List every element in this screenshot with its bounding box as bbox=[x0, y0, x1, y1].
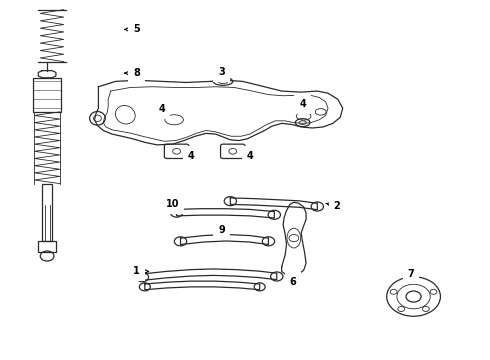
Text: 4: 4 bbox=[299, 99, 306, 109]
Text: 2: 2 bbox=[326, 201, 340, 211]
Text: 9: 9 bbox=[218, 225, 225, 235]
Text: 5: 5 bbox=[125, 24, 140, 35]
Bar bbox=[38, 241, 56, 252]
Text: 8: 8 bbox=[125, 68, 140, 78]
Text: 10: 10 bbox=[166, 199, 180, 210]
Text: 1: 1 bbox=[133, 266, 148, 276]
Text: 3: 3 bbox=[218, 67, 225, 77]
Text: 4: 4 bbox=[159, 104, 165, 114]
Bar bbox=[33, 78, 61, 112]
Text: 4: 4 bbox=[188, 150, 195, 161]
Text: 7: 7 bbox=[408, 269, 415, 279]
Text: 4: 4 bbox=[246, 150, 253, 161]
Bar bbox=[42, 184, 52, 241]
Text: 6: 6 bbox=[290, 277, 296, 287]
